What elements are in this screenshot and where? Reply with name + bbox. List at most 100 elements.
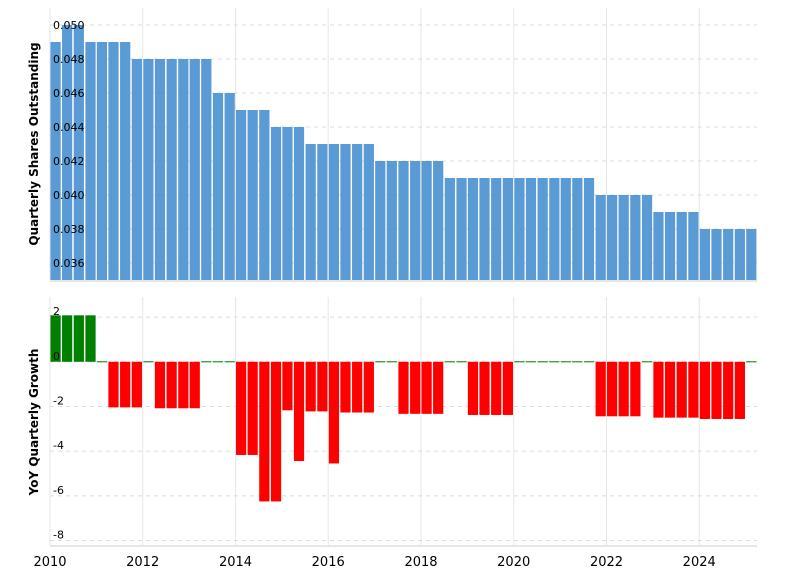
growth-bar [247,361,258,455]
shares-bar [143,59,154,280]
growth-bar [166,361,177,409]
shares-bar [595,195,606,280]
shares-bar [491,178,502,280]
shares-outstanding-bars [50,25,757,280]
growth-bar [212,361,224,363]
growth-bar [178,361,189,409]
top-y-tick-label: 0.048 [53,53,85,66]
shares-bar [410,161,421,280]
growth-bar [201,361,212,363]
shares-bar [305,144,316,280]
growth-bar [62,315,73,362]
top-y-tick-label: 0.050 [53,19,85,32]
growth-bar [746,361,757,363]
yoy-growth-bars [50,315,757,502]
shares-bar [467,178,479,280]
growth-bar [50,315,61,362]
shares-bar [456,178,467,280]
shares-bar [178,59,189,280]
growth-bar [525,361,537,363]
x-tick-label: 2020 [497,555,530,570]
shares-bar [131,59,142,280]
shares-bar [224,93,235,280]
shares-bar [62,25,73,280]
shares-bar [746,229,757,280]
shares-bar [96,42,108,280]
bottom-y-tick-label: -8 [53,529,64,542]
top-y-tick-label: 0.046 [53,87,85,100]
growth-bar [549,361,560,363]
shares-bar [398,161,409,280]
growth-bar [108,361,119,408]
shares-bar [607,195,618,280]
shares-bar [293,127,305,280]
growth-bar [85,315,96,362]
shares-bar [676,212,687,280]
growth-bar [734,361,745,419]
shares-bar [664,212,676,280]
growth-bar [154,361,166,409]
shares-bar [166,59,177,280]
top-y-axis-label: Quarterly Shares Outstanding [27,42,41,245]
top-y-tick-label: 0.044 [53,121,85,134]
shares-bar [433,161,444,280]
growth-bar [502,361,513,415]
shares-bar [479,178,490,280]
growth-bar [410,361,421,414]
growth-bar [96,361,108,363]
shares-bar [201,59,212,280]
bottom-y-tick-label: -2 [53,394,64,407]
growth-bar [583,361,595,363]
shares-bar [723,229,734,280]
growth-bar [711,361,722,419]
shares-bar [73,25,84,280]
shares-bar [641,195,653,280]
shares-bar [50,42,61,280]
growth-bar [491,361,502,415]
growth-bar [131,361,142,408]
shares-bar [189,59,200,280]
x-tick-label: 2014 [219,555,252,570]
shares-bar [537,178,548,280]
shares-bar [421,161,432,280]
shares-bar [514,178,525,280]
top-y-tick-label: 0.036 [53,257,85,270]
growth-bar [467,361,479,415]
growth-bar [607,361,618,417]
x-tick-label: 2024 [683,555,716,570]
bottom-y-tick-label: 0 [53,350,60,363]
growth-bar [676,361,687,418]
shares-bar [560,178,571,280]
shares-bar [618,195,629,280]
growth-bar [641,361,653,363]
shares-bar [572,178,583,280]
shares-bar [630,195,641,280]
shares-bar [282,127,293,280]
growth-bar [259,361,270,502]
shares-bar [711,229,722,280]
shares-bar [85,42,96,280]
shares-bar [108,42,119,280]
shares-bar [549,178,560,280]
growth-bar [560,361,571,363]
growth-bar [456,361,467,363]
shares-bar [734,229,745,280]
shares-bar [386,161,397,280]
top-y-tick-label: 0.040 [53,189,85,202]
shares-bar [154,59,166,280]
growth-bar [421,361,432,414]
shares-bar [247,110,258,280]
shares-bar [270,127,282,280]
growth-bar [305,361,316,412]
shares-bar [375,161,386,280]
tick-labels: 2010 2012 2014 2016 2018 2020 2022 2024 0.036 0.0… [33,19,715,570]
x-tick-label: 2018 [404,555,437,570]
growth-bar [433,361,444,414]
shares-bar [699,229,711,280]
shares-bar [259,110,270,280]
shares-bar [444,178,455,280]
growth-bar [270,361,282,502]
bottom-y-tick-label: -6 [53,484,64,497]
growth-bar [235,361,247,455]
